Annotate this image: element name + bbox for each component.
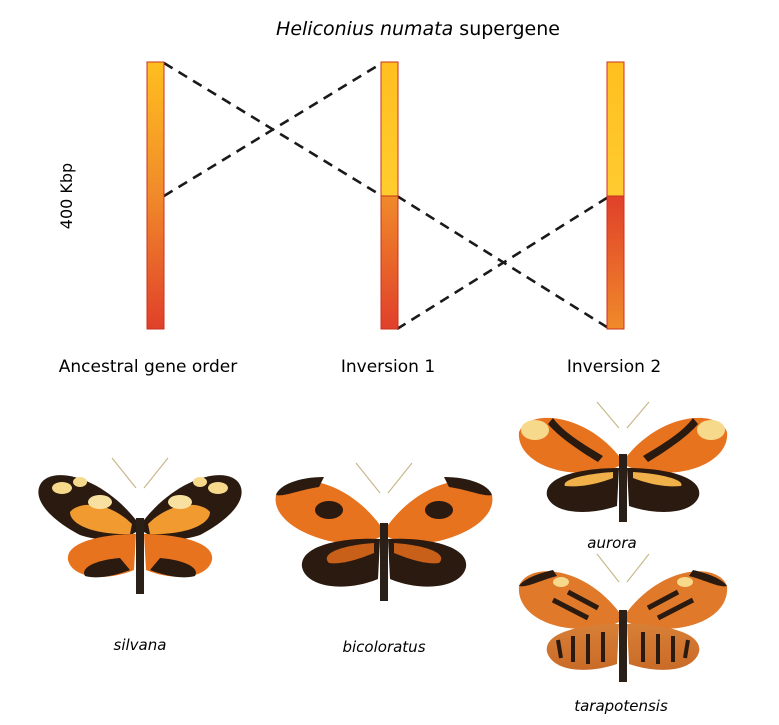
morph-label-silvana: silvana (114, 636, 167, 654)
scale-label: 400 Kbp (57, 163, 76, 229)
label-ancestral: Ancestral gene order (59, 357, 237, 377)
butterfly-aurora-image (518, 401, 728, 522)
connector-bottom-inv1-to-inv2 (396, 194, 611, 331)
morph-label-bicoloratus: bicoloratus (342, 638, 425, 656)
label-inversion-2: Inversion 2 (567, 357, 661, 377)
chromosome-ancestral (146, 61, 165, 330)
inv2-lower-segment (606, 195, 625, 330)
butterfly-bicoloratus-image (275, 462, 493, 601)
chromosome-inversion-2 (606, 61, 625, 330)
butterfly-silvana-image (38, 457, 242, 594)
inv1-lower-segment (380, 195, 399, 330)
connector-break-ancestral-to-inv1 (163, 61, 383, 198)
morph-label-tarapotensis: tarapotensis (574, 697, 668, 715)
figure-title-species: Heliconius numata (276, 18, 453, 40)
morph-label-aurora: aurora (587, 534, 636, 552)
inv2-upper-segment (606, 61, 625, 197)
chromosome-inversion-1 (380, 61, 399, 330)
figure-title-suffix: supergene (453, 18, 560, 40)
inv1-upper-segment (380, 61, 399, 197)
butterfly-tarapotensis-image (518, 553, 728, 682)
inversion-connectors (163, 61, 611, 331)
figure-title: Heliconius numata supergene (276, 18, 560, 40)
label-inversion-1: Inversion 1 (341, 357, 435, 377)
